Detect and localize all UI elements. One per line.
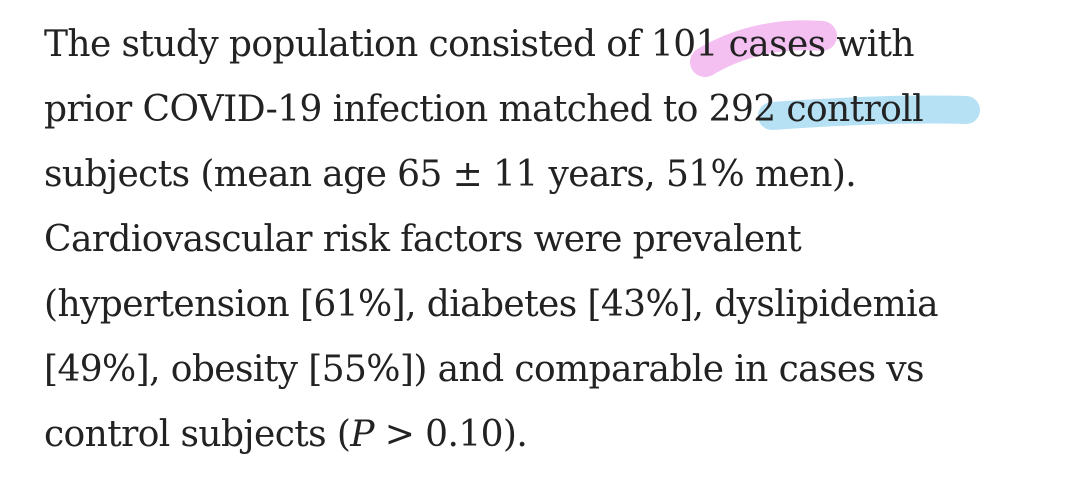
text-line-4: Cardiovascular risk factors were prevale… — [44, 219, 802, 260]
p-value-symbol: P — [350, 414, 374, 455]
highlighted-cases-count: 101 — [650, 24, 719, 65]
highlighted-control-count: 292 control — [708, 89, 913, 130]
text-line-2: prior COVID-19 infection matched to 292 … — [44, 89, 924, 130]
text-line-1: The study population consisted of 101 ca… — [44, 12, 1064, 77]
text-segment: cases with — [717, 24, 915, 65]
text-segment: > 0.10). — [373, 414, 528, 455]
text-line-7: control subjects (P > 0.10). — [44, 402, 1064, 467]
text-line-6: [49%], obesity [55%]) and comparable in … — [44, 349, 925, 390]
body-paragraph: The study population consisted of 101 ca… — [44, 12, 1064, 467]
text-segment: control subjects ( — [44, 414, 351, 455]
text-segment: The study population consisted of — [44, 24, 651, 65]
text-line-3: subjects (mean age 65 ± 11 years, 51% me… — [44, 154, 857, 195]
text-segment: prior COVID-19 infection matched to — [44, 89, 709, 130]
text-line-5: (hypertension [61%], diabetes [43%], dys… — [44, 284, 939, 325]
